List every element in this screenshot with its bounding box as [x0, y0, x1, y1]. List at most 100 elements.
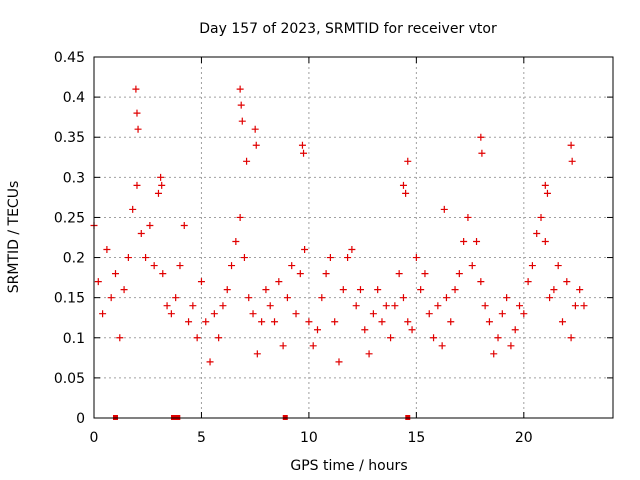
data-point: [262, 286, 270, 294]
data-point: [511, 326, 519, 334]
data-point: [206, 358, 214, 366]
data-point: [296, 270, 304, 278]
data-point: [189, 302, 197, 310]
data-point: [528, 262, 536, 270]
x-tick-label: 0: [90, 430, 99, 446]
data-point: [223, 286, 231, 294]
data-point: [473, 238, 481, 246]
data-point: [447, 318, 455, 326]
data-point: [133, 109, 141, 117]
data-point: [116, 334, 124, 342]
data-point: [404, 157, 412, 165]
data-point: [288, 262, 296, 270]
data-point: [382, 302, 390, 310]
data-point: [275, 278, 283, 286]
data-point: [238, 117, 246, 125]
data-point: [478, 149, 486, 157]
x-tick-label: 20: [515, 430, 533, 446]
y-tick-label: 0: [76, 411, 85, 427]
data-point: [404, 318, 412, 326]
data-point: [558, 318, 566, 326]
data-point: [361, 326, 369, 334]
data-point: [271, 318, 279, 326]
data-point: [387, 334, 395, 342]
data-point: [580, 302, 588, 310]
data-point: [159, 270, 167, 278]
data-point: [326, 254, 334, 262]
data-point: [157, 173, 165, 181]
data-point: [167, 310, 175, 318]
y-tick-label: 0.15: [54, 291, 85, 307]
data-point: [103, 246, 111, 254]
data-point: [399, 181, 407, 189]
data-point: [137, 229, 145, 237]
data-point: [331, 318, 339, 326]
data-point: [193, 334, 201, 342]
data-point: [305, 318, 313, 326]
data-point: [266, 302, 274, 310]
data-point: [541, 238, 549, 246]
y-tick-label: 0.25: [54, 210, 85, 226]
data-point: [172, 294, 180, 302]
data-point: [344, 254, 352, 262]
data-point: [245, 294, 253, 302]
data-point: [498, 310, 506, 318]
x-tick-label: 15: [407, 430, 425, 446]
data-point: [176, 262, 184, 270]
y-tick-label: 0.35: [54, 130, 85, 146]
data-point: [185, 318, 193, 326]
data-point: [494, 334, 502, 342]
data-point: [507, 342, 515, 350]
y-tick-label: 0.1: [63, 331, 85, 347]
data-point: [524, 278, 532, 286]
y-tick-label: 0.05: [54, 371, 85, 387]
data-point: [395, 270, 403, 278]
plot-frame: [93, 56, 614, 419]
data-point: [490, 350, 498, 358]
data-point: [391, 302, 399, 310]
data-point: [503, 294, 511, 302]
data-point: [402, 189, 410, 197]
data-point: [352, 302, 360, 310]
data-point: [318, 294, 326, 302]
data-point: [300, 149, 308, 157]
data-point: [520, 310, 528, 318]
data-point: [533, 229, 541, 237]
data-point: [252, 141, 260, 149]
data-point: [464, 213, 472, 221]
data-point: [348, 246, 356, 254]
data-point: [283, 294, 291, 302]
data-point: [399, 294, 407, 302]
data-point: [146, 221, 154, 229]
y-axis-label: SRMTID / TECUs: [6, 181, 22, 294]
data-point: [541, 181, 549, 189]
data-point: [158, 181, 166, 189]
data-point: [251, 125, 259, 133]
data-point: [292, 310, 300, 318]
y-tick-label: 0.4: [63, 90, 85, 106]
data-point: [134, 125, 142, 133]
data-point: [468, 262, 476, 270]
data-point: [107, 294, 115, 302]
data-point: [219, 302, 227, 310]
data-point: [369, 310, 377, 318]
x-axis-label: GPS time / hours: [290, 458, 407, 474]
data-point: [335, 358, 343, 366]
data-point: [571, 302, 579, 310]
data-point: [314, 326, 322, 334]
data-point: [232, 238, 240, 246]
data-point: [477, 133, 485, 141]
data-point: [481, 302, 489, 310]
data-point: [202, 318, 210, 326]
data-point: [460, 238, 468, 246]
chart-title: Day 157 of 2023, SRMTID for receiver vto…: [199, 21, 497, 37]
x-tick-label: 5: [197, 430, 206, 446]
data-point: [378, 318, 386, 326]
data-point: [240, 254, 248, 262]
data-point: [258, 318, 266, 326]
data-point: [298, 141, 306, 149]
data-point: [154, 189, 162, 197]
x-tick-labels: 0 5 10 15 20: [90, 430, 533, 446]
data-points: [90, 85, 588, 420]
